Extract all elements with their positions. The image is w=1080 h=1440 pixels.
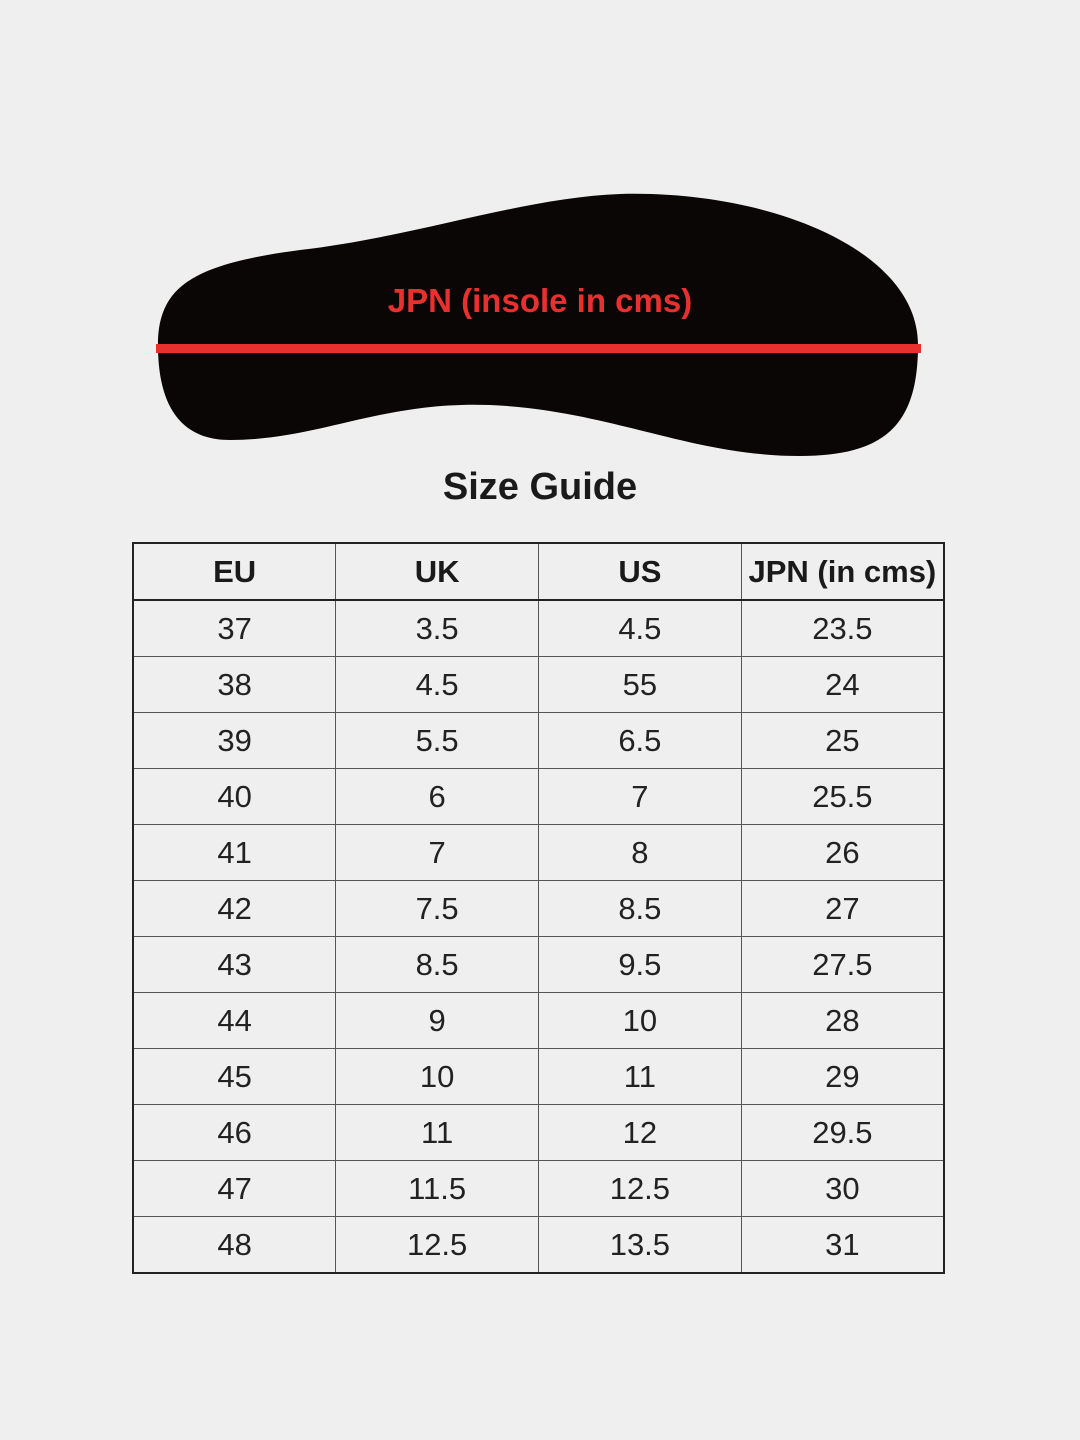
table-cell: 37	[132, 599, 337, 657]
table-row: 46 11 12 29.5	[132, 1104, 945, 1161]
table-header-row: EU UK US JPN (in cms)	[132, 542, 945, 601]
table-cell: 39	[132, 712, 337, 769]
table-cell: 31	[740, 1216, 945, 1274]
table-cell: 48	[132, 1216, 337, 1274]
table-cell: 9	[335, 992, 539, 1049]
table-cell: 44	[132, 992, 337, 1049]
table-cell: 55	[538, 656, 742, 713]
table-cell: 41	[132, 824, 337, 881]
insole-shape	[158, 193, 918, 457]
table-cell: 40	[132, 768, 337, 825]
table-row: 43 8.5 9.5 27.5	[132, 936, 945, 993]
table-row: 40 6 7 25.5	[132, 768, 945, 825]
column-header: EU	[132, 542, 337, 601]
table-row: 42 7.5 8.5 27	[132, 880, 945, 937]
table-row: 48 12.5 13.5 31	[132, 1216, 945, 1274]
table-cell: 38	[132, 656, 337, 713]
table-cell: 6.5	[538, 712, 742, 769]
table-cell: 30	[740, 1160, 945, 1217]
table-cell: 24	[740, 656, 945, 713]
table-cell: 23.5	[740, 599, 945, 657]
size-table: EU UK US JPN (in cms) 37 3.5 4.5 23.5 38 4.5 55 24…	[132, 542, 945, 1274]
table-cell: 11	[335, 1104, 539, 1161]
table-row: 47 11.5 12.5 30	[132, 1160, 945, 1217]
insole-label: JPN (insole in cms)	[387, 282, 693, 319]
table-cell: 11.5	[335, 1160, 539, 1217]
table-cell: 12.5	[538, 1160, 742, 1217]
column-header: US	[538, 542, 742, 601]
table-cell: 8	[538, 824, 742, 881]
insole-length-line	[156, 344, 921, 353]
table-row: 44 9 10 28	[132, 992, 945, 1049]
table-cell: 29.5	[740, 1104, 945, 1161]
table-cell: 6	[335, 768, 539, 825]
table-cell: 5.5	[335, 712, 539, 769]
table-cell: 8.5	[335, 936, 539, 993]
table-row: 38 4.5 55 24	[132, 656, 945, 713]
table-row: 39 5.5 6.5 25	[132, 712, 945, 769]
table-cell: 46	[132, 1104, 337, 1161]
table-cell: 4.5	[538, 599, 742, 657]
table-cell: 12.5	[335, 1216, 539, 1274]
table-cell: 27.5	[740, 936, 945, 993]
column-header: JPN (in cms)	[740, 542, 945, 601]
insole-illustration	[156, 193, 921, 457]
table-cell: 43	[132, 936, 337, 993]
table-cell: 26	[740, 824, 945, 881]
table-cell: 12	[538, 1104, 742, 1161]
table-cell: 27	[740, 880, 945, 937]
table-row: 37 3.5 4.5 23.5	[132, 599, 945, 657]
table-cell: 11	[538, 1048, 742, 1105]
table-cell: 8.5	[538, 880, 742, 937]
table-cell: 10	[538, 992, 742, 1049]
table-cell: 4.5	[335, 656, 539, 713]
column-header: UK	[335, 542, 539, 601]
table-cell: 47	[132, 1160, 337, 1217]
table-cell: 13.5	[538, 1216, 742, 1274]
table-cell: 7	[538, 768, 742, 825]
table-cell: 7.5	[335, 880, 539, 937]
table-cell: 28	[740, 992, 945, 1049]
table-row: 45 10 11 29	[132, 1048, 945, 1105]
table-cell: 7	[335, 824, 539, 881]
table-cell: 42	[132, 880, 337, 937]
table-cell: 45	[132, 1048, 337, 1105]
table-cell: 3.5	[335, 599, 539, 657]
table-cell: 29	[740, 1048, 945, 1105]
table-cell: 25	[740, 712, 945, 769]
table-cell: 10	[335, 1048, 539, 1105]
table-row: 41 7 8 26	[132, 824, 945, 881]
table-cell: 25.5	[740, 768, 945, 825]
page-title: Size Guide	[442, 466, 638, 508]
table-cell: 9.5	[538, 936, 742, 993]
